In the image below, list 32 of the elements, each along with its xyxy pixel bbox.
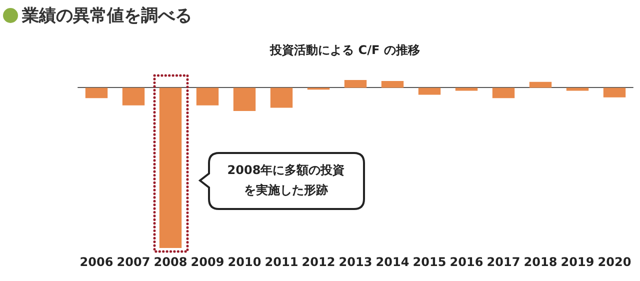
x-tick-label: 2013 <box>338 255 372 269</box>
bar <box>270 88 293 108</box>
bar <box>492 88 515 98</box>
bar <box>344 80 367 88</box>
bar <box>529 82 552 88</box>
bar <box>159 88 182 248</box>
bar <box>455 88 478 91</box>
x-tick-label: 2011 <box>264 255 298 269</box>
chart-subtitle: 投資活動による C/F の推移 <box>268 42 421 59</box>
x-tick-label: 2007 <box>116 255 150 269</box>
bar <box>233 88 256 111</box>
chart-title: 業績の異常値を調べる <box>22 5 192 27</box>
x-tick-label: 2012 <box>302 255 336 269</box>
bar <box>381 80 404 88</box>
x-tick-label: 2010 <box>228 255 262 269</box>
x-tick-label: 2017 <box>486 255 520 269</box>
bar <box>418 88 441 95</box>
bar <box>85 88 108 98</box>
x-tick-label: 2006 <box>80 255 114 269</box>
x-tick-label: 2016 <box>450 255 484 269</box>
x-tick-label: 2014 <box>376 255 410 269</box>
bar <box>122 88 145 106</box>
bar <box>603 88 626 98</box>
x-tick-label: 2018 <box>524 255 558 269</box>
x-tick-label: 2008 <box>154 255 188 269</box>
x-tick-label: 2009 <box>190 255 224 269</box>
x-tick-label: 2019 <box>560 255 594 269</box>
bar <box>566 88 589 91</box>
annotation: 2008年に多額の投資を実施した形跡 <box>226 162 346 199</box>
bar <box>196 88 219 106</box>
x-tick-label: 2015 <box>412 255 446 269</box>
x-tick-label: 2020 <box>598 255 632 269</box>
